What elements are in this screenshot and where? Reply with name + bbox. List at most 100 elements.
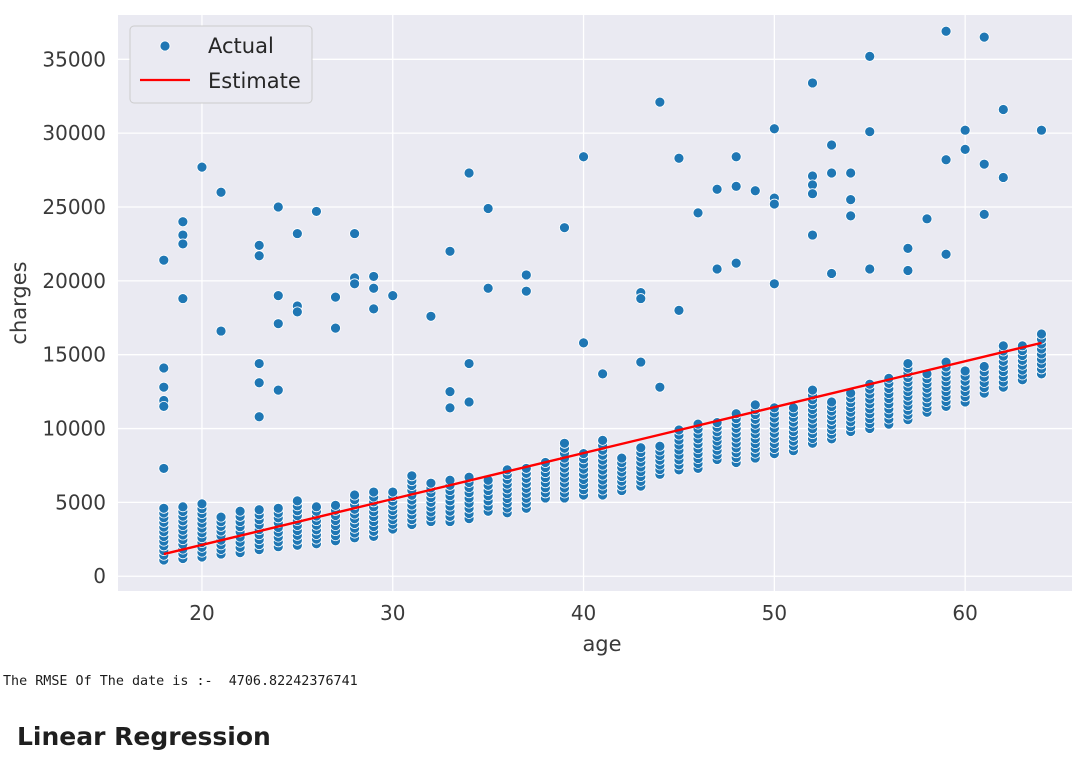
data-point-actual: [826, 268, 837, 279]
data-point-actual: [730, 151, 742, 163]
data-point-actual: [215, 511, 227, 523]
data-point-actual: [311, 206, 322, 217]
data-point-actual: [253, 411, 265, 423]
data-point-actual: [959, 365, 971, 377]
data-point-actual: [578, 151, 589, 163]
data-point-actual: [902, 242, 914, 254]
x-tick-label: 50: [762, 601, 787, 625]
x-tick-label: 20: [189, 601, 214, 625]
data-point-actual: [978, 31, 990, 43]
data-point-actual: [158, 362, 170, 374]
y-tick-label: 0: [93, 564, 106, 588]
data-point-actual: [807, 229, 818, 241]
data-point-actual: [158, 502, 170, 514]
data-point-actual: [349, 278, 360, 290]
data-point-actual: [330, 291, 341, 303]
data-point-actual: [215, 186, 227, 198]
data-point-actual: [368, 303, 380, 315]
data-point-actual: [482, 203, 494, 214]
data-point-actual: [902, 265, 914, 276]
data-point-actual: [978, 158, 990, 170]
data-point-actual: [635, 356, 647, 368]
data-point-actual: [253, 504, 265, 516]
data-point-actual: [826, 167, 837, 179]
actual-points: [158, 25, 1047, 566]
data-point-actual: [559, 222, 570, 234]
data-point-actual: [921, 213, 933, 225]
y-tick-label: 35000: [42, 47, 106, 71]
data-point-actual: [253, 250, 265, 262]
data-point-actual: [368, 271, 380, 282]
y-axis-label: charges: [7, 261, 31, 344]
x-tick-label: 60: [952, 601, 977, 625]
data-point-actual: [444, 245, 456, 257]
legend-label-actual: Actual: [208, 34, 274, 58]
plot-area: [118, 15, 1072, 591]
data-point-actual: [673, 304, 685, 316]
data-point-actual: [177, 216, 189, 228]
data-point-actual: [730, 180, 742, 192]
data-point-actual: [330, 499, 341, 511]
data-point-actual: [940, 25, 952, 37]
data-point-actual: [807, 384, 818, 396]
data-point-actual: [1036, 124, 1047, 136]
data-point-actual: [158, 381, 170, 393]
data-point-actual: [807, 77, 818, 89]
data-point-actual: [158, 400, 170, 412]
data-point-actual: [349, 489, 360, 501]
data-point-actual: [749, 185, 761, 197]
data-point-actual: [616, 452, 628, 464]
legend: Actual Estimate: [129, 25, 313, 104]
data-point-actual: [177, 238, 189, 250]
estimate-regression-line: [163, 341, 1042, 556]
data-point-actual: [959, 124, 971, 136]
data-point-actual: [807, 188, 818, 200]
data-point-actual: [1036, 328, 1047, 340]
data-point-actual: [158, 254, 170, 266]
legend-marker-actual: [159, 40, 171, 52]
data-point-actual: [902, 358, 914, 369]
data-point-actual: [673, 152, 685, 164]
data-point-actual: [272, 290, 284, 302]
data-point-actual: [425, 477, 437, 489]
rmse-label: The RMSE Of The date is :-: [3, 674, 213, 689]
data-point-actual: [711, 263, 723, 275]
x-axis-label: age: [582, 632, 621, 656]
legend-label-estimate: Estimate: [208, 69, 301, 93]
data-point-actual: [253, 239, 265, 251]
y-tick-label: 25000: [42, 195, 106, 219]
data-point-actual: [177, 293, 189, 304]
y-tick-label: 10000: [42, 417, 106, 441]
data-point-actual: [520, 269, 532, 281]
y-tick-label: 20000: [42, 269, 106, 293]
data-point-actual: [864, 50, 876, 62]
data-point-actual: [425, 310, 437, 322]
data-point-actual: [959, 143, 971, 155]
data-point-actual: [272, 384, 284, 396]
data-point-actual: [311, 501, 322, 513]
data-point-actual: [940, 248, 952, 260]
data-point-actual: [845, 167, 857, 179]
data-point-actual: [978, 361, 990, 372]
data-point-actual: [940, 154, 952, 166]
y-tick-label: 5000: [55, 490, 106, 514]
data-point-actual: [864, 126, 876, 138]
data-point-actual: [997, 340, 1009, 352]
data-point-actual: [196, 161, 208, 173]
y-tick-label: 30000: [42, 121, 106, 145]
data-point-actual: [559, 437, 570, 449]
legend-box: [129, 25, 313, 104]
data-point-actual: [368, 282, 380, 294]
data-point-actual: [845, 194, 857, 206]
data-point-actual: [272, 318, 284, 330]
data-point-actual: [654, 96, 666, 108]
data-point-actual: [253, 377, 265, 389]
data-point-actual: [654, 440, 666, 452]
data-point-actual: [978, 208, 990, 220]
data-point-actual: [635, 442, 647, 454]
data-point-actual: [482, 282, 494, 294]
data-point-actual: [864, 263, 876, 275]
data-point-actual: [387, 290, 399, 302]
data-point-actual: [768, 278, 780, 290]
data-point-actual: [463, 167, 475, 179]
